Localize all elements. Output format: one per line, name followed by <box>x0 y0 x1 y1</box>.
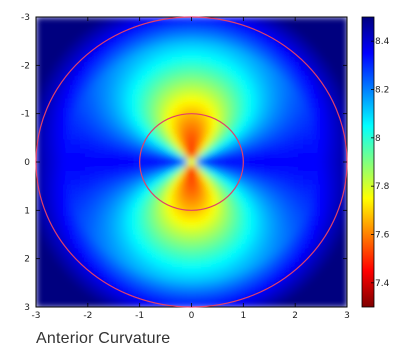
circle-r1 <box>139 113 244 211</box>
y-tick-label: 1 <box>24 206 30 216</box>
y-tick-label: 2 <box>24 255 30 265</box>
x-tick-label: -3 <box>32 311 41 321</box>
colorbar: 8.4 8.2 8 7.8 7.6 7.4 <box>361 16 390 308</box>
colorbar-tick-label: 8.4 <box>375 37 390 47</box>
colorbar-tick-label: 7.8 <box>375 182 390 192</box>
colorbar-tick-label: 8.2 <box>375 86 389 96</box>
y-tick-label: 3 <box>24 303 30 313</box>
x-tick-label: 0 <box>189 311 195 321</box>
colorbar-tick-label: 7.6 <box>375 231 390 241</box>
colorbar-gradient <box>361 16 375 308</box>
x-tick-label: 2 <box>292 311 298 321</box>
y-tick-label: -1 <box>21 110 30 120</box>
x-tick-label: 1 <box>240 311 246 321</box>
x-tick-label: -2 <box>83 311 92 321</box>
colorbar-tick-label: 8 <box>375 134 381 144</box>
x-tick-label: -1 <box>135 311 144 321</box>
x-tick-label: 3 <box>344 311 350 321</box>
y-tick-label: 0 <box>24 158 30 168</box>
heatmap-plot <box>35 16 348 308</box>
y-tick-label: -3 <box>21 13 30 23</box>
y-tick-label: -2 <box>21 61 30 71</box>
colorbar-tick-label: 7.4 <box>375 279 390 289</box>
chart-caption: Anterior Curvature <box>36 330 171 347</box>
